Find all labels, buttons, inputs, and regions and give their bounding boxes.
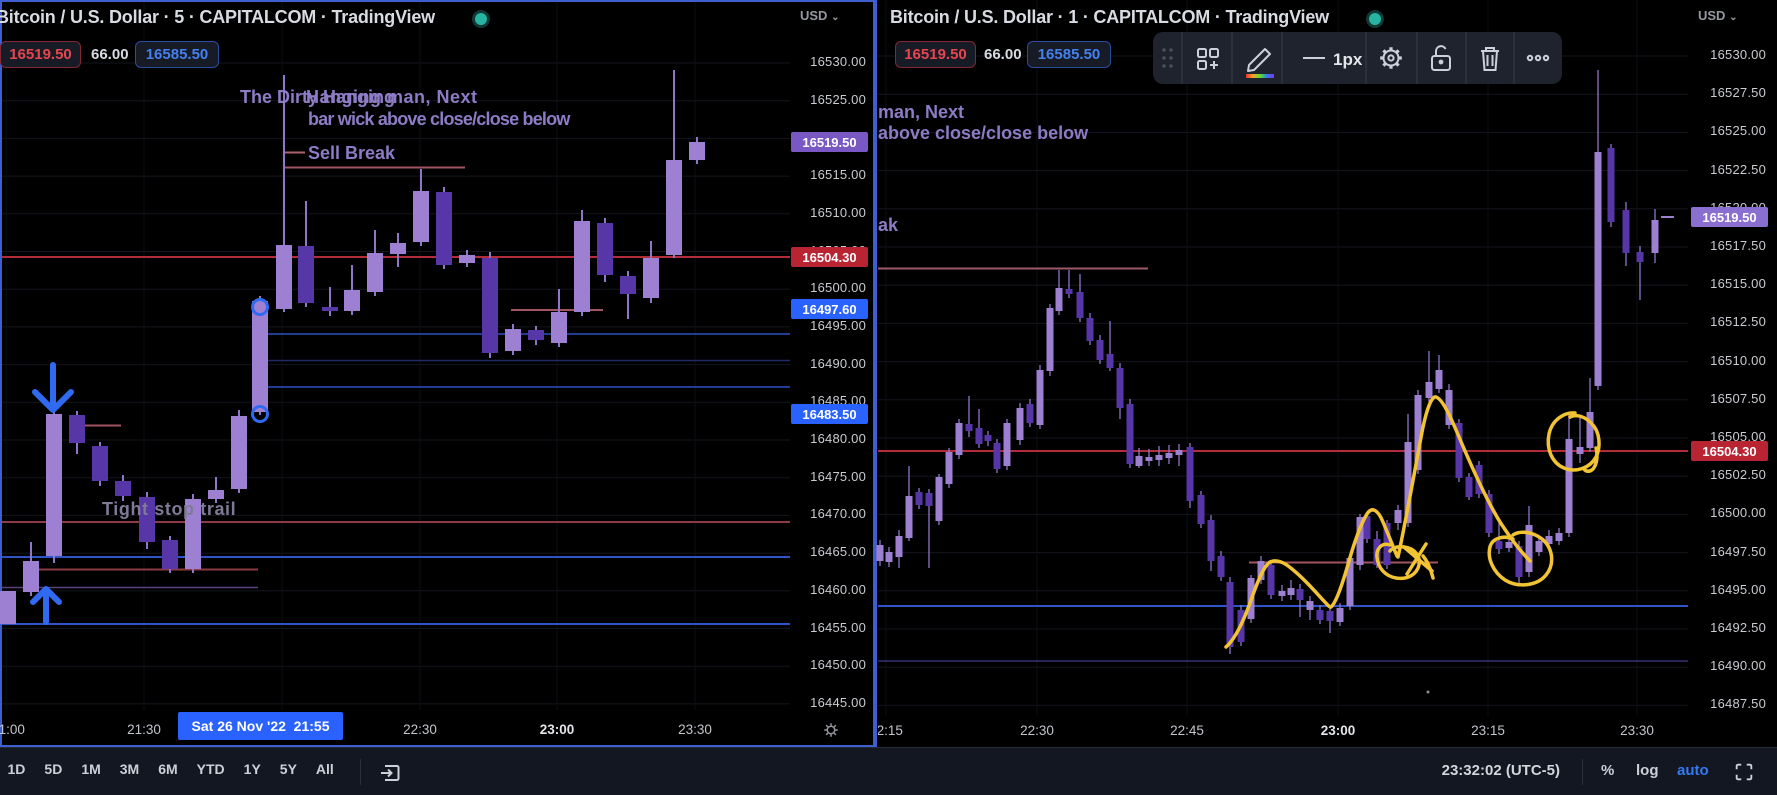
svg-text:1px: 1px — [1333, 50, 1363, 69]
